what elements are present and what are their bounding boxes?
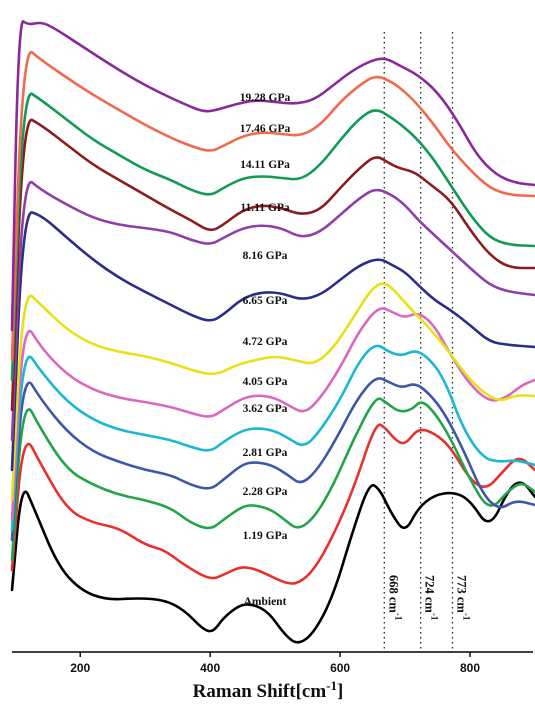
- series-label-4-05-gpa: 4.05 GPa: [243, 376, 288, 388]
- series-label-8-16-gpa: 8.16 GPa: [243, 250, 288, 262]
- series-label-17-46-gpa: 17.46 GPa: [240, 123, 291, 135]
- series-label-4-72-gpa: 4.72 GPa: [243, 336, 288, 348]
- series-label-19-28-gpa: 19.28 GPa: [240, 92, 291, 104]
- x-axis-title-text: Raman Shift[cm: [193, 681, 327, 702]
- series-line-1-19-gpa: [10, 423, 535, 585]
- peak-label-773: 773 cm-1: [454, 575, 471, 621]
- series-labels: Ambient 1.19 GPa 2.28 GPa 2.81 GPa 3.62 GPa 4…: [240, 92, 291, 608]
- series-line-2-28-gpa: [10, 397, 535, 562]
- x-tick-label-600: 600: [330, 661, 350, 675]
- x-axis-title: Raman Shift[cm-1]: [193, 678, 344, 702]
- series-label-6-65-gpa: 6.65 GPa: [243, 295, 288, 307]
- series-line-4-05-gpa: [10, 307, 535, 522]
- series-line-6-65-gpa: [10, 211, 535, 472]
- series-line-8-16-gpa: [10, 180, 535, 442]
- x-tick-label-200: 200: [70, 661, 90, 675]
- series-label-11-11-gpa: 11.11 GPa: [240, 202, 289, 214]
- series-line-14-11-gpa: [10, 92, 535, 382]
- series-label-2-28-gpa: 2.28 GPa: [243, 486, 288, 498]
- series-label-3-62-gpa: 3.62 GPa: [243, 403, 288, 415]
- series-line-2-81-gpa: [10, 377, 535, 542]
- series-label-2-81-gpa: 2.81 GPa: [243, 447, 288, 459]
- x-axis-title-close: ]: [337, 681, 343, 702]
- peak-label-668: 668 cm-1: [386, 575, 403, 621]
- series-line-17-46-gpa: [10, 51, 535, 362]
- peak-label-724: 724 cm-1: [423, 575, 440, 621]
- peak-reference-lines: 668 cm-1 724 cm-1 773 cm-1: [383, 32, 471, 650]
- series-label-14-11-gpa: 14.11 GPa: [240, 159, 290, 171]
- series-label-ambient: Ambient: [244, 596, 287, 608]
- series-line-11-11-gpa: [10, 118, 535, 412]
- x-tick-label-400: 400: [200, 661, 220, 675]
- series-line-19-28-gpa: [10, 20, 535, 332]
- x-axis: 200 400 600 800: [12, 651, 533, 675]
- spectra-series: [10, 20, 535, 644]
- x-tick-label-800: 800: [460, 661, 480, 675]
- series-line-ambient: [10, 481, 535, 644]
- series-line-3-62-gpa: [10, 344, 535, 532]
- series-label-1-19-gpa: 1.19 GPa: [243, 530, 288, 542]
- x-axis-title-superscript: -1: [326, 678, 337, 693]
- series-line-4-72-gpa: [10, 282, 535, 502]
